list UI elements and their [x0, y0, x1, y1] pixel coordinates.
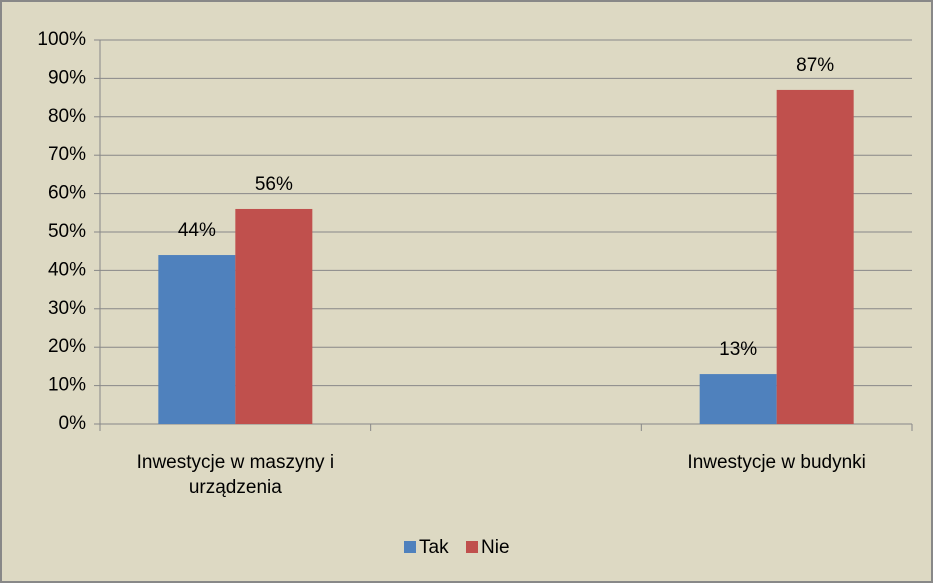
y-tick-label: 70% — [48, 144, 86, 165]
y-tick-label: 80% — [48, 106, 86, 127]
bar — [776, 89, 854, 425]
y-tick-label: 90% — [48, 67, 86, 88]
data-label: 44% — [178, 220, 216, 241]
data-label: 87% — [796, 55, 834, 76]
legend-label: Nie — [481, 537, 510, 558]
bar — [158, 255, 236, 424]
legend-swatch — [404, 541, 416, 553]
bar — [235, 208, 313, 424]
y-tick-label: 100% — [37, 29, 86, 50]
y-tick-label: 10% — [48, 375, 86, 396]
y-tick-label: 40% — [48, 259, 86, 280]
bar — [699, 374, 777, 424]
y-tick-label: 20% — [48, 336, 86, 357]
legend-swatch — [466, 541, 478, 553]
data-label: 13% — [719, 339, 757, 360]
x-tick-label: Inwestycje w maszyny i urządzenia — [136, 452, 335, 498]
y-tick-label: 0% — [59, 413, 87, 434]
y-tick-label: 50% — [48, 221, 86, 242]
legend-label: Tak — [419, 537, 449, 558]
x-tick-label: Inwestycje w budynki — [687, 452, 866, 473]
y-tick-label: 60% — [48, 183, 86, 204]
data-label: 56% — [255, 174, 293, 195]
y-tick-label: 30% — [48, 298, 86, 319]
